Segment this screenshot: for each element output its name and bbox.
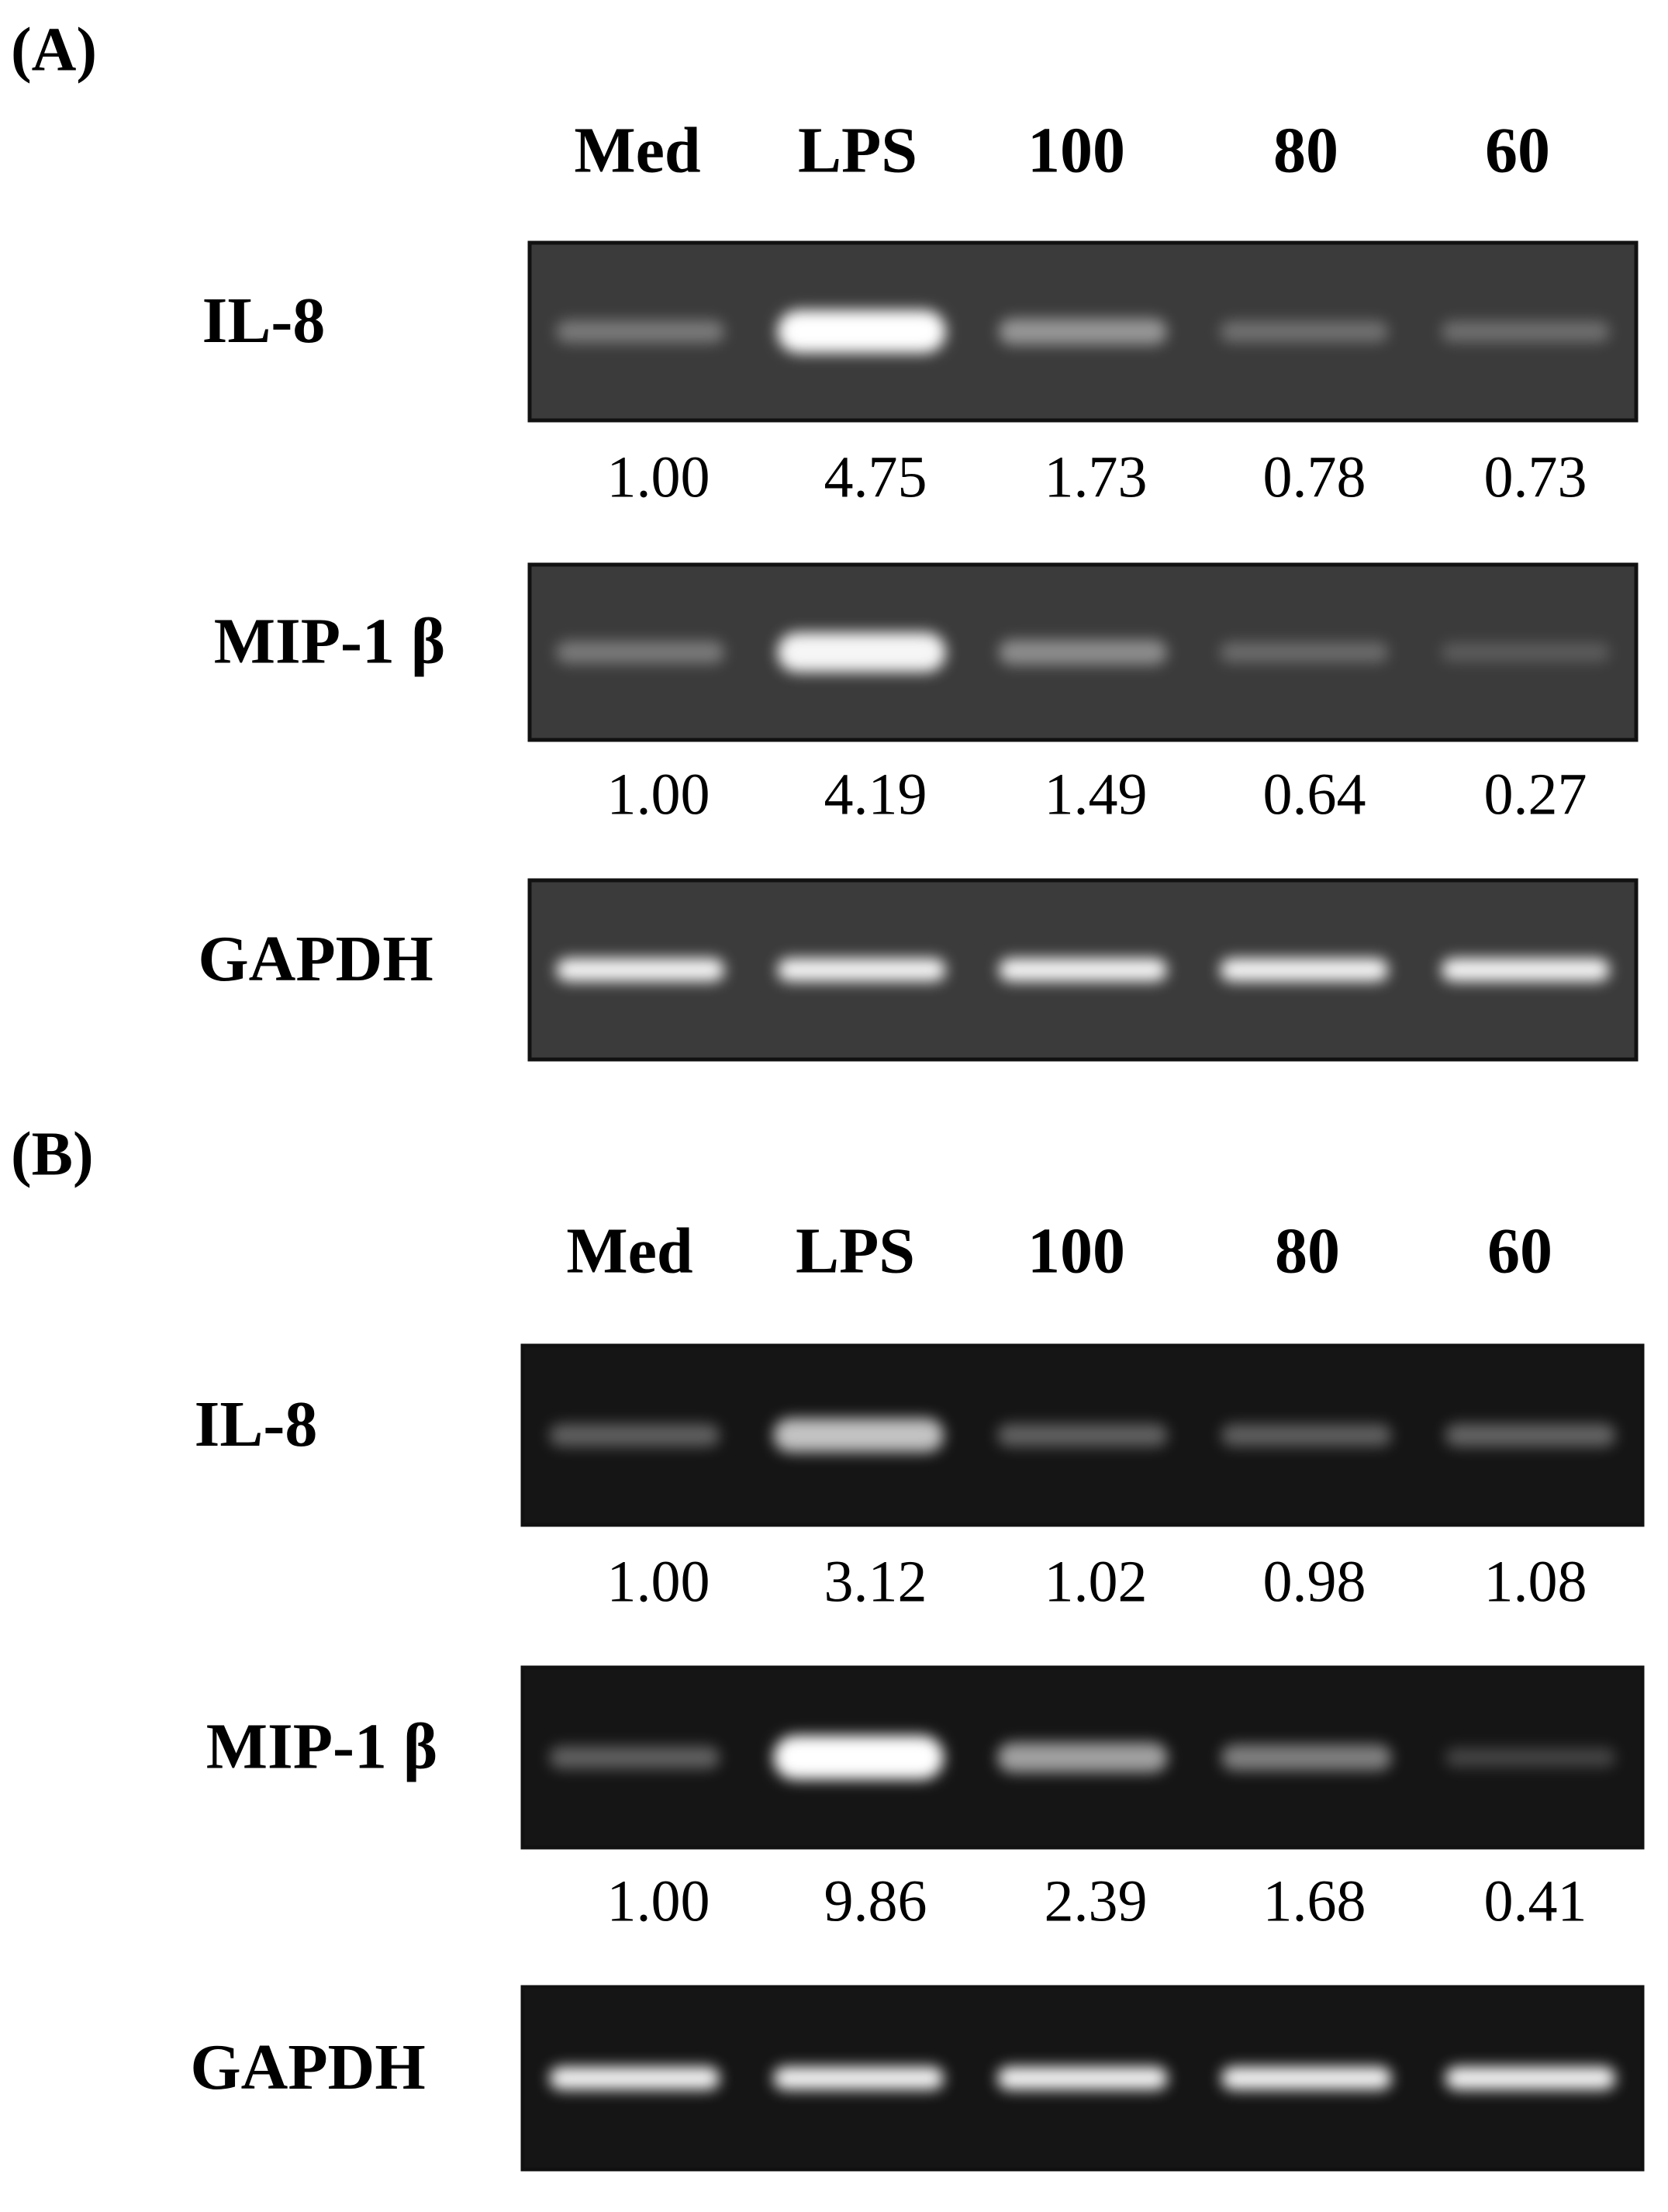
- lane-label: Med: [566, 1215, 692, 1287]
- gene-label: IL-8: [202, 285, 326, 357]
- band: [1220, 320, 1389, 343]
- band: [1221, 2066, 1392, 2090]
- ratio-value: 0.41: [1484, 1868, 1587, 1934]
- band: [1445, 1423, 1616, 1447]
- band: [549, 2066, 720, 2090]
- gel: [527, 878, 1639, 1062]
- band: [777, 632, 946, 672]
- ratio-value: 0.78: [1263, 444, 1366, 510]
- ratio-value: 1.68: [1263, 1868, 1366, 1934]
- ratio-value: 4.19: [824, 762, 927, 827]
- band: [556, 641, 725, 664]
- band: [997, 1423, 1168, 1447]
- band: [773, 1735, 944, 1780]
- lane-label: 60: [1485, 114, 1550, 186]
- ratio-value: 0.98: [1263, 1549, 1366, 1614]
- band: [1441, 320, 1610, 343]
- lane-label: 100: [1027, 114, 1125, 186]
- band: [777, 958, 946, 982]
- gel: [520, 1343, 1645, 1527]
- ratio-value: 1.00: [607, 762, 710, 827]
- lane-label: LPS: [798, 114, 917, 186]
- lane-label: 80: [1273, 114, 1338, 186]
- lane-label: 100: [1027, 1215, 1125, 1287]
- gel: [527, 240, 1639, 423]
- ratio-value: 1.02: [1045, 1549, 1148, 1614]
- ratio-value: 0.64: [1263, 762, 1366, 827]
- ratio-value: 3.12: [824, 1549, 927, 1614]
- band: [1441, 643, 1610, 662]
- band: [773, 2066, 944, 2090]
- band: [1220, 641, 1389, 663]
- band: [556, 958, 725, 982]
- lane-label: 60: [1487, 1215, 1552, 1287]
- gene-label: GAPDH: [190, 2031, 425, 2103]
- band: [997, 2066, 1168, 2090]
- panel-label: (B): [11, 1120, 94, 1188]
- ratio-value: 2.39: [1045, 1868, 1148, 1934]
- gene-label: IL-8: [195, 1388, 318, 1460]
- ratio-value: 1.00: [607, 1549, 710, 1614]
- ratio-value: 4.75: [824, 444, 927, 510]
- lane-label: LPS: [796, 1215, 915, 1287]
- ratio-value: 9.86: [824, 1868, 927, 1934]
- ratio-value: 1.00: [607, 444, 710, 510]
- band: [999, 318, 1167, 345]
- band: [1445, 1747, 1616, 1768]
- gel: [520, 1665, 1645, 1850]
- band: [999, 639, 1167, 665]
- lane-label: 80: [1275, 1215, 1340, 1287]
- ratio-value: 0.27: [1484, 762, 1587, 827]
- ratio-value: 0.73: [1484, 444, 1587, 510]
- gel: [520, 1985, 1645, 2172]
- band: [549, 1424, 720, 1446]
- panel-label: (A): [11, 16, 97, 84]
- band: [1221, 1744, 1392, 1771]
- band: [999, 958, 1167, 982]
- ratio-value: 1.00: [607, 1868, 710, 1934]
- gene-label: MIP-1 β: [206, 1710, 438, 1782]
- band: [1221, 1424, 1392, 1446]
- band: [556, 320, 725, 343]
- band: [777, 309, 946, 354]
- ratio-value: 1.08: [1484, 1549, 1587, 1614]
- band: [549, 1746, 720, 1769]
- band: [773, 1418, 944, 1453]
- ratio-value: 1.49: [1045, 762, 1148, 827]
- lane-label: Med: [574, 114, 700, 186]
- gene-label: MIP-1 β: [214, 605, 446, 677]
- band: [1445, 2066, 1616, 2090]
- ratio-value: 1.73: [1045, 444, 1148, 510]
- band: [997, 1742, 1168, 1773]
- gel: [527, 562, 1639, 742]
- gene-label: GAPDH: [198, 923, 433, 995]
- band: [1441, 958, 1610, 982]
- band: [1220, 958, 1389, 982]
